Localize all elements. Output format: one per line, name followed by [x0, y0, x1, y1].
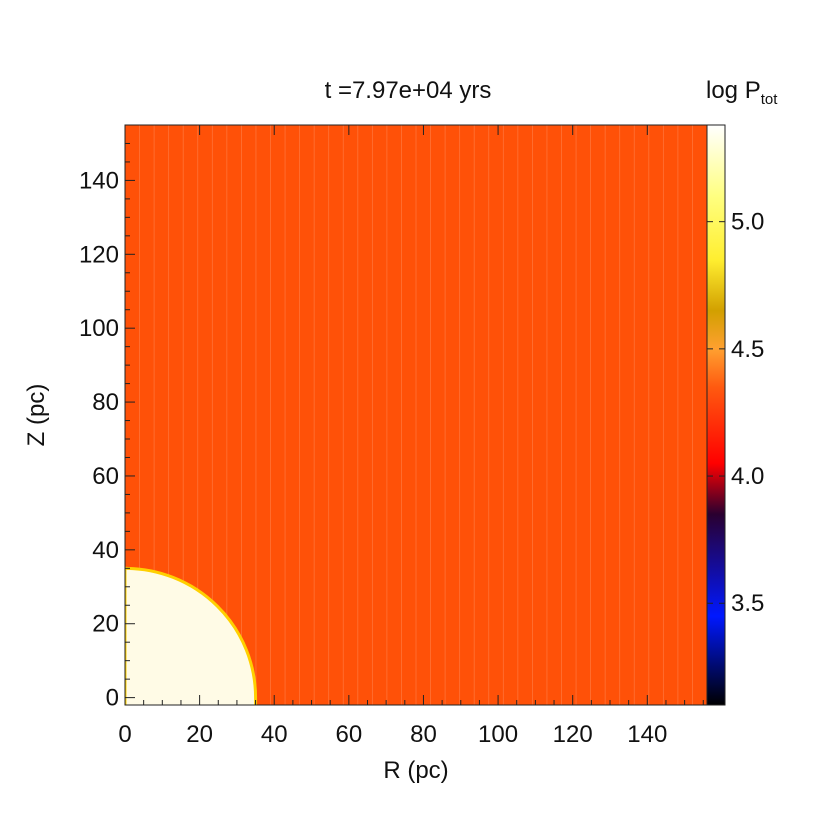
y-tick-label: 60 — [92, 463, 119, 490]
x-tick-label: 80 — [410, 721, 437, 748]
y-axis-label: Z (pc) — [23, 384, 50, 447]
bubble-region — [125, 566, 258, 705]
colorbar-tick-label: 5.0 — [731, 209, 764, 236]
y-tick-label: 80 — [92, 389, 119, 416]
colorbar-tick-label: 4.5 — [731, 336, 764, 363]
colorbar-label: log Ptot — [706, 77, 778, 108]
colorbar — [706, 124, 726, 706]
y-axis: 0 20 40 60 80 100 120 140 — [79, 142, 135, 712]
grid-stripes — [139, 125, 693, 705]
x-tick-label: 120 — [553, 721, 593, 748]
colorbar-label-sub: tot — [761, 91, 779, 108]
svg-text:log Ptot: log Ptot — [706, 77, 778, 108]
y-tick-label: 0 — [106, 685, 119, 712]
x-tick-label: 20 — [186, 721, 213, 748]
colorbar-ticks: 3.5 4.0 4.5 5.0 — [707, 209, 764, 617]
y-tick-label: 20 — [92, 611, 119, 638]
y-tick-label: 140 — [79, 167, 119, 194]
x-axis-label: R (pc) — [383, 757, 448, 784]
x-tick-label: 40 — [261, 721, 288, 748]
x-tick-label: 140 — [627, 721, 667, 748]
chart-title: t =7.97e+04 yrs — [325, 77, 492, 104]
y-tick-label: 120 — [79, 241, 119, 268]
y-tick-label: 40 — [92, 537, 119, 564]
colorbar-tick-label: 4.0 — [731, 463, 764, 490]
heatmap-image — [125, 125, 707, 705]
x-axis: 0 20 40 60 80 100 120 140 — [118, 125, 704, 748]
x-tick-label: 100 — [478, 721, 518, 748]
colorbar-tick-label: 3.5 — [731, 590, 764, 617]
x-tick-label: 60 — [335, 721, 362, 748]
y-tick-label: 100 — [79, 315, 119, 342]
colorbar-label-main: log P — [706, 77, 761, 104]
x-tick-label: 0 — [118, 721, 131, 748]
